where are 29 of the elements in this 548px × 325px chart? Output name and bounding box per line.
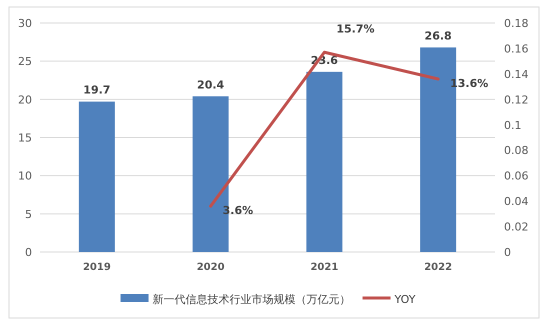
y2-tick-label: 0.12 [504,93,528,106]
y2-tick-label: 0.04 [504,195,528,208]
y-tick-label: 0 [25,246,32,259]
y2-tick-label: 0.08 [504,144,528,158]
bar [306,72,342,252]
y-tick-label: 10 [18,170,32,183]
y2-tick-label: 0.18 [504,17,528,30]
data-label: 15.7% [336,22,375,36]
bar [78,102,115,252]
y-tick-label: 30 [18,17,32,30]
data-label: 20.4 [197,78,225,92]
data-label: 19.7 [83,84,110,97]
y2-tick-label: 0.1 [504,118,522,132]
y2-tick-label: 0 [504,246,511,259]
legend-label: YOY [394,293,416,306]
y2-tick-label: 0.02 [504,220,528,234]
y2-tick-label: 0.14 [504,68,528,81]
x-tick-label: 2021 [310,262,338,273]
x-tick-label: 2020 [196,262,225,273]
y-tick-label: 15 [18,132,32,144]
y2-tick-label: 0.16 [504,42,528,56]
x-tick-label: 2019 [82,262,111,273]
legend-label: 新一代信息技术行业市场规模（万亿元） [152,293,351,306]
y-tick-label: 5 [25,208,32,221]
x-tick-label: 2022 [424,262,452,273]
data-label: 26.8 [424,29,452,42]
y2-tick-label: 0.06 [504,170,528,183]
y-tick-label: 25 [18,55,32,68]
y-tick-label: 20 [18,93,32,106]
